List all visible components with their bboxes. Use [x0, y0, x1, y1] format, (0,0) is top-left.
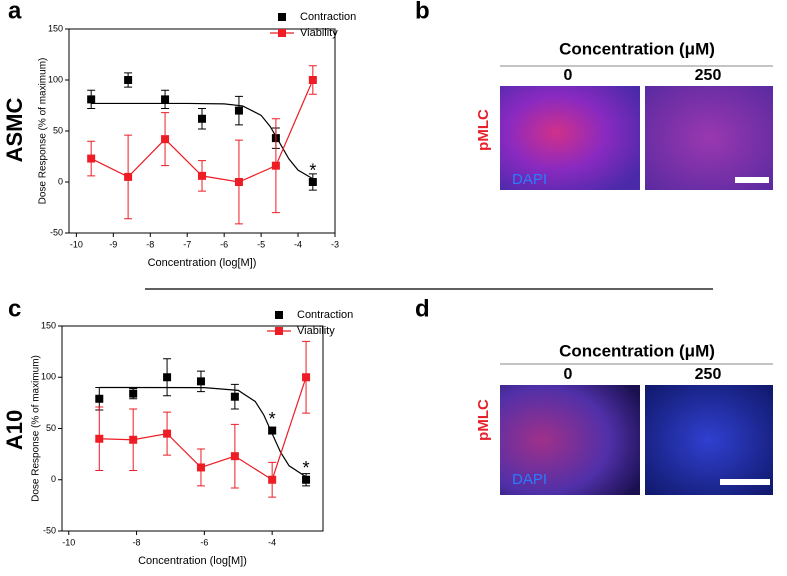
- data-point: [95, 394, 104, 403]
- x-tick-label: -6: [200, 537, 208, 547]
- data-point: [196, 463, 205, 472]
- x-tick-label: -8: [133, 537, 141, 547]
- y-tick-label: 0: [58, 176, 63, 186]
- x-tick-label: -4: [268, 537, 276, 547]
- data-point: [161, 135, 170, 144]
- image-header: Concentration (μM): [559, 341, 715, 360]
- legend-label: Contraction: [297, 309, 353, 321]
- stain-label: pMLC: [475, 109, 492, 151]
- x-tick-label: -7: [183, 239, 191, 249]
- panel-label: b: [415, 0, 430, 24]
- panel-label: d: [415, 295, 430, 322]
- data-point: [308, 76, 317, 84]
- data-point: [124, 172, 133, 181]
- column-label: 250: [695, 67, 722, 84]
- data-point: [234, 106, 243, 115]
- data-point: [87, 95, 96, 104]
- data-point: [196, 377, 205, 386]
- legend-label: Contraction: [300, 11, 356, 23]
- row-label: A10: [2, 410, 27, 450]
- x-tick-label: -9: [109, 239, 117, 249]
- image-panels: [500, 86, 773, 495]
- y-tick-label: -50: [50, 227, 63, 237]
- x-tick-label: -10: [70, 239, 83, 249]
- x-tick-label: -3: [331, 239, 339, 249]
- y-tick-label: 50: [46, 423, 56, 433]
- scale-bar: [735, 177, 769, 183]
- data-point: [124, 76, 133, 84]
- x-tick-label: -5: [257, 239, 265, 249]
- y-tick-label: 50: [53, 125, 63, 135]
- panel-label: c: [8, 295, 21, 322]
- plot-frame: [61, 325, 324, 532]
- row-label: ASMC: [2, 98, 27, 163]
- y-tick-label: 0: [51, 474, 56, 484]
- panel-label: a: [8, 0, 22, 24]
- counterstain-label: DAPI: [512, 171, 547, 188]
- data-point: [95, 434, 104, 443]
- micrograph: [500, 385, 640, 495]
- column-label: 250: [695, 366, 722, 383]
- legend-marker: [278, 29, 286, 37]
- legend-marker: [278, 13, 286, 21]
- x-tick-label: -10: [62, 537, 75, 547]
- micrograph: [500, 86, 640, 190]
- data-point: [87, 154, 96, 163]
- data-point: [161, 95, 170, 104]
- y-tick-label: 100: [41, 372, 56, 382]
- plot-frame: [68, 28, 336, 234]
- x-axis-label: Concentration (log[M]): [138, 555, 247, 567]
- y-tick-label: 100: [48, 74, 63, 84]
- legend-marker: [275, 311, 283, 319]
- annotation: *: [269, 409, 276, 429]
- data-point: [129, 435, 138, 444]
- data-point: [308, 178, 317, 186]
- data-point: [230, 392, 239, 401]
- fit-curve: [91, 102, 314, 180]
- y-axis-label: Dose Response (% of maximum): [31, 355, 42, 502]
- data-point: [163, 429, 172, 438]
- data-point: [230, 452, 239, 461]
- x-tick-label: -6: [220, 239, 228, 249]
- legend-marker: [275, 327, 283, 335]
- stain-label: pMLC: [475, 399, 492, 441]
- y-tick-label: -50: [43, 525, 56, 535]
- data-point: [163, 373, 172, 382]
- data-point: [268, 475, 277, 484]
- column-label: 0: [564, 366, 573, 383]
- data-point: [302, 373, 311, 382]
- x-tick-label: -8: [146, 239, 154, 249]
- counterstain-label: DAPI: [512, 471, 547, 488]
- column-label: 0: [564, 67, 573, 84]
- annotation: *: [303, 458, 310, 478]
- micrograph: [645, 86, 773, 190]
- scale-bar: [720, 479, 770, 485]
- y-tick-label: 150: [48, 23, 63, 33]
- x-tick-label: -4: [294, 239, 302, 249]
- y-axis-label: Dose Response (% of maximum): [38, 58, 49, 205]
- legend-label: Viability: [297, 325, 335, 337]
- data-point: [198, 114, 206, 123]
- data-point: [198, 171, 206, 180]
- micrograph: [645, 385, 773, 495]
- legend-label: Viability: [300, 27, 338, 39]
- annotation: *: [309, 160, 316, 180]
- data-point: [268, 426, 277, 435]
- fit-curve: [99, 386, 307, 478]
- y-tick-label: 150: [41, 320, 56, 330]
- data-point: [271, 161, 280, 170]
- x-axis-label: Concentration (log[M]): [148, 257, 257, 269]
- data-point: [302, 475, 311, 484]
- image-header: Concentration (μM): [559, 39, 715, 58]
- data-point: [234, 178, 243, 186]
- data-point: [129, 389, 138, 398]
